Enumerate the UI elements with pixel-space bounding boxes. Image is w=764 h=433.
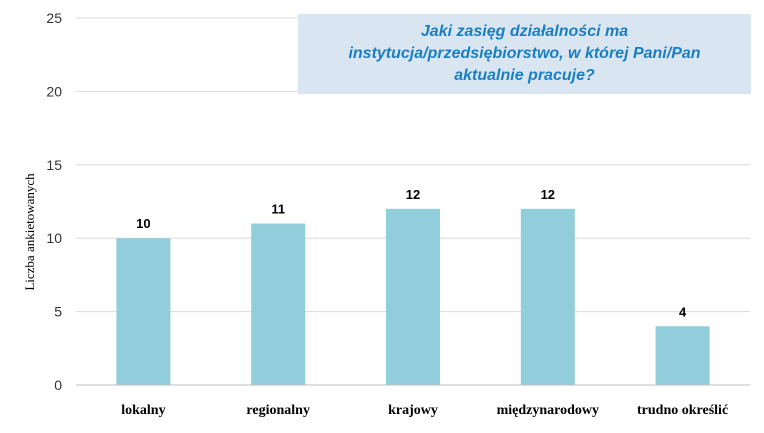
y-tick-label: 10 — [46, 230, 62, 246]
chart-title-box: Jaki zasięg działalności ma instytucja/p… — [298, 14, 751, 94]
bar-4 — [520, 208, 575, 385]
chart-title-line-1: Jaki zasięg działalności ma — [420, 23, 629, 40]
chart-title-line-2: instytucja/przedsiębiorstwo, w której Pa… — [348, 45, 701, 62]
bar-3 — [386, 208, 440, 385]
y-tick-label: 20 — [46, 83, 62, 99]
y-tick-label: 15 — [46, 157, 62, 173]
data-label-4: 12 — [541, 187, 555, 202]
y-axis-ticks: 0 5 10 15 20 25 — [46, 10, 62, 393]
category-labels: lokalny regionalny krajowy międzynarodowy tr… — [121, 403, 728, 418]
bars — [116, 208, 710, 385]
category-label-3: krajowy — [388, 403, 438, 418]
bar-1 — [116, 238, 171, 385]
data-label-2: 11 — [271, 202, 285, 217]
data-label-3: 12 — [406, 187, 420, 202]
category-label-1: lokalny — [121, 403, 165, 418]
bar-2 — [251, 223, 306, 385]
bar-5 — [655, 326, 710, 385]
category-label-5: trudno określić — [637, 403, 728, 418]
y-tick-label: 5 — [54, 304, 62, 320]
category-label-2: regionalny — [246, 403, 310, 418]
data-label-5: 4 — [679, 304, 687, 319]
category-label-4: międzynarodowy — [497, 403, 599, 418]
y-axis-title: Liczba ankietowanych — [22, 173, 37, 291]
data-label-1: 10 — [136, 216, 150, 231]
chart-title: Jaki zasięg działalności ma instytucja/p… — [348, 21, 700, 87]
chart-title-line-3: aktualnie pracuje? — [454, 67, 595, 84]
data-labels: 10 11 12 12 4 — [136, 187, 687, 319]
y-tick-label: 25 — [46, 10, 62, 26]
y-tick-label: 0 — [54, 377, 62, 393]
